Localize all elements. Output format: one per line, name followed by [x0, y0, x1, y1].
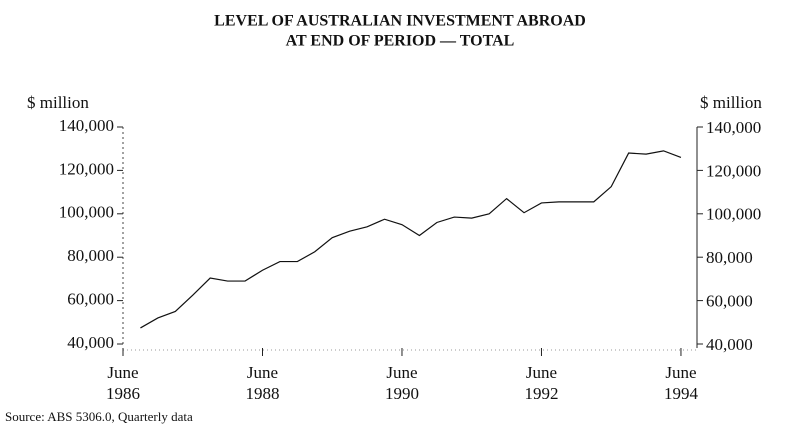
x-tick-label: June 1992 [524, 363, 558, 403]
y2-tick-label: 100,000 [706, 205, 761, 224]
y-axis-label: $ million [27, 93, 89, 112]
x-tick-label: June 1990 [385, 363, 419, 403]
y-tick-label: 120,000 [59, 159, 114, 178]
y-tick-label: 40,000 [67, 333, 114, 352]
y-tick-label: 60,000 [67, 290, 114, 309]
data-line [140, 150, 682, 329]
x-tick-label: June 1988 [245, 363, 279, 403]
y2-tick-label: 140,000 [706, 118, 761, 137]
y2-tick-label: 40,000 [706, 335, 753, 354]
y-tick-label: 140,000 [59, 116, 114, 135]
chart-subtitle: AT END OF PERIOD — TOTAL [286, 33, 515, 50]
y2-tick-label: 80,000 [706, 248, 753, 267]
source: Source: ABS 5306.0, Quarterly data [5, 409, 193, 424]
y2-tick-label: 60,000 [706, 292, 753, 311]
x-tick-label: June 1994 [664, 363, 699, 403]
x-tick-label: June 1986 [106, 363, 140, 403]
y2-axis-label: $ million [700, 93, 762, 112]
y2-tick-label: 120,000 [706, 161, 761, 180]
chart-title: LEVEL OF AUSTRALIAN INVESTMENT ABROAD [214, 13, 586, 30]
y-tick-label: 100,000 [59, 203, 114, 222]
y-tick-label: 80,000 [67, 246, 114, 265]
